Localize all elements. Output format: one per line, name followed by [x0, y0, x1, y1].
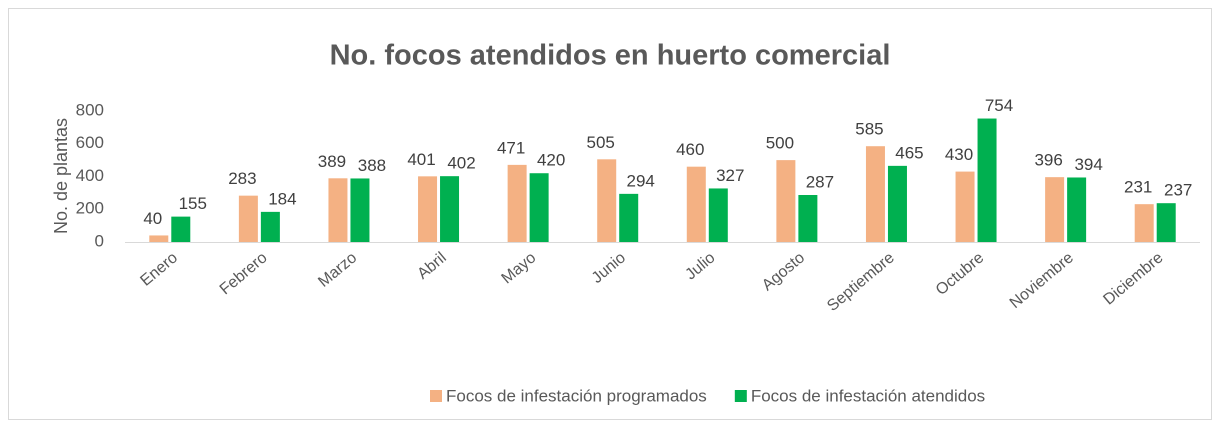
bar — [1156, 203, 1176, 242]
bar — [440, 176, 460, 242]
data-label: 155 — [179, 194, 207, 213]
y-tick-label: 200 — [76, 199, 104, 218]
data-label: 40 — [143, 209, 162, 228]
bar — [977, 118, 997, 242]
data-label: 471 — [497, 138, 525, 157]
data-label: 402 — [447, 154, 475, 173]
bar — [776, 160, 796, 242]
bar — [686, 166, 706, 242]
data-label: 430 — [945, 145, 973, 164]
y-tick-label: 600 — [76, 133, 104, 152]
bar — [507, 164, 527, 242]
bar — [149, 235, 169, 242]
data-label: 396 — [1034, 151, 1062, 170]
bar — [955, 171, 975, 242]
bar — [865, 146, 885, 242]
bar — [798, 195, 818, 242]
y-tick-label: 400 — [76, 166, 104, 185]
data-label: 420 — [537, 151, 565, 170]
y-axis-title: No. de plantas — [51, 118, 71, 234]
bar — [418, 176, 438, 242]
bar — [1134, 204, 1154, 242]
data-label: 460 — [676, 140, 704, 159]
data-label: 401 — [407, 150, 435, 169]
bar — [597, 159, 617, 242]
bar — [328, 178, 348, 242]
data-label: 754 — [985, 96, 1013, 115]
legend-swatch — [734, 390, 747, 402]
bar — [350, 178, 370, 242]
bar — [619, 193, 639, 242]
data-label: 394 — [1074, 155, 1102, 174]
data-label: 505 — [587, 133, 615, 152]
bar — [887, 165, 907, 242]
bar — [708, 188, 728, 242]
data-label: 294 — [627, 171, 655, 190]
y-tick-label: 0 — [95, 231, 104, 250]
data-label: 500 — [766, 134, 794, 153]
data-label: 231 — [1124, 178, 1152, 197]
data-label: 327 — [716, 166, 744, 185]
bar — [260, 211, 280, 242]
data-label: 465 — [895, 143, 923, 162]
legend-label: Focos de infestación atendidos — [751, 386, 985, 405]
legend-label: Focos de infestación programados — [446, 386, 707, 405]
data-label: 388 — [358, 156, 386, 175]
y-tick-label: 800 — [76, 100, 104, 119]
data-label: 283 — [228, 169, 256, 188]
data-label: 184 — [268, 189, 296, 208]
bar — [238, 195, 258, 242]
bar — [171, 216, 191, 242]
legend-swatch — [430, 390, 442, 402]
bar — [529, 173, 549, 242]
data-label: 389 — [318, 152, 346, 171]
data-label: 237 — [1164, 181, 1192, 200]
bar — [1067, 177, 1087, 242]
bar — [1045, 177, 1065, 242]
chart-title: No. focos atendidos en huerto comercial — [330, 40, 891, 72]
data-label: 585 — [855, 120, 883, 139]
data-label: 287 — [806, 172, 834, 191]
